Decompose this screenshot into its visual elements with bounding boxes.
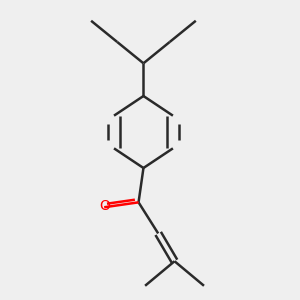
Text: O: O <box>99 199 110 213</box>
